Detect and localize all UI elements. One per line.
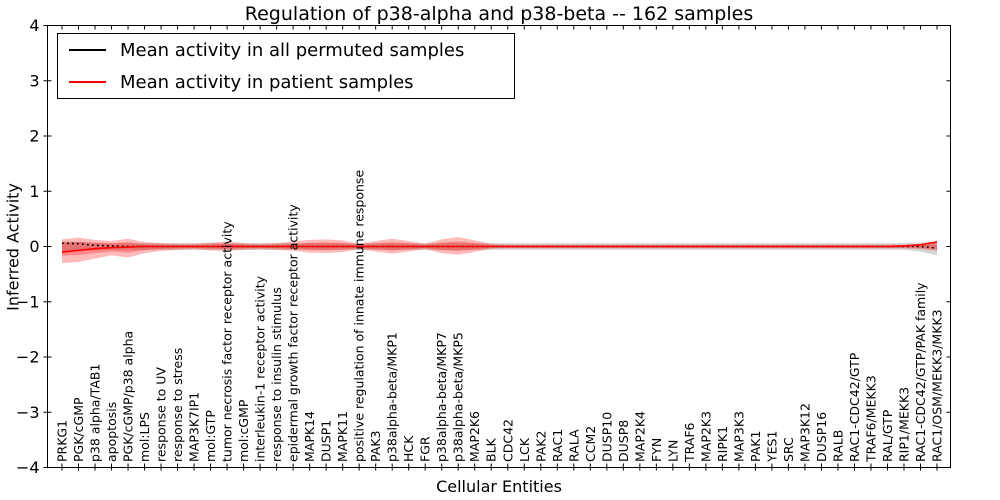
y-tick-label: −1 (16, 292, 40, 311)
x-tick-label: PGK/cGMP (71, 397, 86, 462)
x-tick-label: positive regulation of innate immune res… (352, 170, 367, 462)
x-tick-label: DUSP16 (814, 412, 829, 462)
x-tick-label: mol:GTP (203, 410, 218, 462)
y-tick-label: −2 (16, 348, 40, 367)
x-tick-label: PGK/cGMP/p38 alpha (121, 331, 136, 462)
x-tick-label: PRKG1 (55, 420, 70, 462)
x-tick-label: CCM2 (583, 426, 598, 462)
y-tick-label: 1 (29, 182, 39, 201)
legend-entry-patient: Mean activity in patient samples (58, 66, 514, 98)
x-tick-label: tumor necrosis factor receptor activity (220, 221, 235, 462)
x-tick-label: MAPK14 (302, 411, 317, 462)
x-tick-label: response to stress (170, 348, 185, 462)
x-tick-label: CDC42 (500, 419, 515, 462)
x-tick-label: RAL/GTP (880, 409, 895, 462)
permuted-std-band (62, 240, 937, 256)
x-tick-label: epidermal growth factor receptor activit… (286, 204, 301, 462)
x-tick-label: MAP2K6 (467, 411, 482, 462)
x-tick-label: response to insulin stimulus (269, 287, 284, 462)
x-tick-label: MAP3K7IP1 (187, 392, 202, 462)
x-tick-label: PAK3 (368, 431, 383, 462)
x-tick-label: RALB (830, 430, 845, 462)
x-tick-label: MAP2K4 (632, 411, 647, 462)
x-tick-label: YES1 (764, 431, 779, 463)
x-tick-label: RAC1 (550, 429, 565, 462)
x-tick-label: mol:cGMP (236, 399, 251, 462)
x-tick-label: DUSP10 (599, 412, 614, 462)
x-tick-label: LYN (665, 440, 680, 462)
x-tick-label: HCK (401, 435, 416, 462)
chart-title: Regulation of p38-alpha and p38-beta -- … (244, 3, 754, 25)
x-axis-label: Cellular Entities (436, 477, 562, 496)
x-tick-label: p38alpha-beta/MKP1 (385, 332, 400, 462)
x-tick-label: apoptosis (104, 402, 119, 462)
x-tick-label: p38alpha-beta/MKP7 (434, 332, 449, 462)
x-tick-label: RIP1/MEKK3 (896, 387, 911, 462)
legend: Mean activity in all permuted samples Me… (57, 33, 515, 99)
legend-label-permuted: Mean activity in all permuted samples (120, 39, 465, 61)
legend-line-sample-red (69, 81, 106, 83)
x-tick-label: TRAF6 (682, 422, 697, 463)
legend-entry-permuted: Mean activity in all permuted samples (58, 34, 514, 66)
y-tick-label: 0 (29, 237, 39, 256)
x-tick-label: MAP2K3 (698, 411, 713, 462)
x-tick-label: mol:LPS (137, 412, 152, 462)
x-tick-label: LCK (517, 437, 532, 462)
mean-patient-line (61, 241, 938, 253)
y-tick-label: 2 (29, 127, 39, 146)
legend-label-patient: Mean activity in patient samples (120, 71, 414, 93)
x-tick-label: FGR (418, 436, 433, 462)
patient-std-band-inner (62, 241, 937, 256)
x-tick-label: p38alpha-beta/MKP5 (451, 332, 466, 462)
y-tick-label: 4 (29, 16, 39, 35)
x-tick-label: MAPK11 (335, 411, 350, 462)
x-tick-label: PAK2 (533, 431, 548, 462)
x-tick-label: RAC1-CDC42/GTP (847, 352, 862, 462)
x-tick-label: DUSP1 (319, 420, 334, 462)
x-tick-label: TRAF6/MEKK3 (863, 375, 878, 463)
y-tick-label: 3 (29, 71, 39, 90)
x-tick-label: p38 alpha/TAB1 (88, 364, 103, 462)
x-tick-label: interleukin-1 receptor activity (253, 275, 268, 462)
x-tick-label: MAP3K3 (731, 411, 746, 462)
x-tick-label: MAP3K12 (797, 403, 812, 462)
legend-line-sample-black (69, 49, 106, 51)
patient-std-band (62, 237, 937, 264)
y-axis-label: Inferred Activity (3, 183, 23, 311)
y-tick-label: −4 (16, 458, 40, 477)
x-tick-label: RIPK1 (715, 426, 730, 462)
x-tick-label: response to UV (154, 367, 169, 462)
x-tick-label: RAC1/OSM/MEKK3/MKK3 (930, 309, 945, 462)
y-tick-label: −3 (16, 403, 40, 422)
x-tick-label: PAK1 (748, 431, 763, 462)
x-tick-label: SRC (781, 437, 796, 462)
x-tick-label: DUSP8 (616, 420, 631, 462)
x-tick-label: FYN (649, 438, 664, 462)
x-tick-label: RALA (566, 429, 581, 462)
x-tick-label: BLK (484, 437, 499, 462)
x-tick-label: RAC1-CDC42/GTP/PAK family (913, 282, 928, 462)
